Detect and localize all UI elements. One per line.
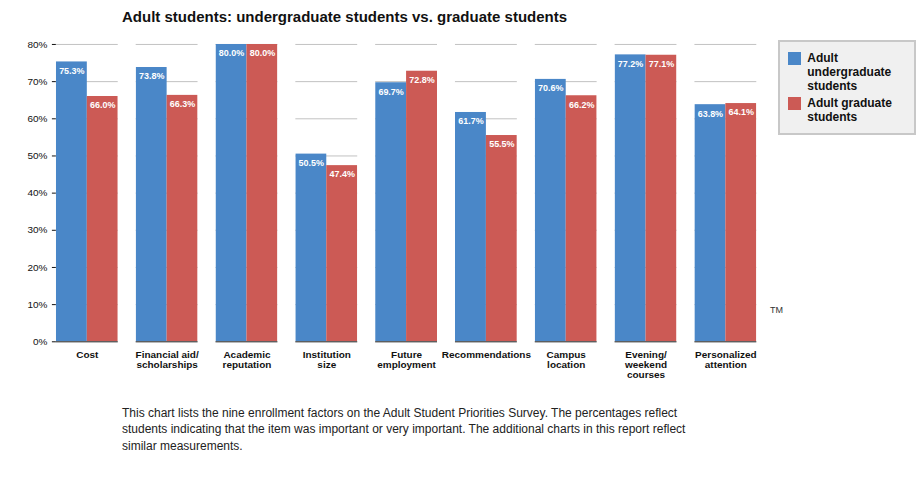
svg-text:50%: 50% xyxy=(27,150,47,161)
svg-text:64.1%: 64.1% xyxy=(729,107,754,117)
svg-text:77.2%: 77.2% xyxy=(618,59,643,69)
svg-text:66.3%: 66.3% xyxy=(170,99,195,109)
html-text:TM: TM xyxy=(770,305,783,315)
html-text:Adult graduate students: Adult graduate students xyxy=(807,96,892,124)
svg-text:61.7%: 61.7% xyxy=(458,116,483,126)
svg-text:Evening/weekendcourses: Evening/weekendcourses xyxy=(624,349,667,380)
svg-text:50.5%: 50.5% xyxy=(299,158,324,168)
svg-text:72.8%: 72.8% xyxy=(409,75,434,85)
svg-text:75.3%: 75.3% xyxy=(59,66,84,76)
svg-text:66.2%: 66.2% xyxy=(569,100,594,110)
svg-text:10%: 10% xyxy=(27,299,47,310)
svg-text:Personalizedattention: Personalizedattention xyxy=(695,349,757,370)
svg-text:0%: 0% xyxy=(33,336,48,347)
svg-text:73.8%: 73.8% xyxy=(139,71,164,81)
svg-text:40%: 40% xyxy=(27,187,47,198)
svg-text:77.1%: 77.1% xyxy=(649,59,674,69)
svg-text:Cost: Cost xyxy=(76,349,99,360)
svg-text:60%: 60% xyxy=(27,113,47,124)
svg-text:80.0%: 80.0% xyxy=(250,48,275,58)
svg-text:Institutionsize: Institutionsize xyxy=(303,349,351,370)
svg-text:63.8%: 63.8% xyxy=(698,109,723,119)
svg-text:80%: 80% xyxy=(27,39,47,50)
svg-text:30%: 30% xyxy=(27,224,47,235)
svg-text:20%: 20% xyxy=(27,262,47,273)
html-text:This chart lists the nine enro: This chart lists the nine enrollment fac… xyxy=(122,406,686,453)
svg-text:55.5%: 55.5% xyxy=(489,139,514,149)
svg-text:70.6%: 70.6% xyxy=(538,83,563,93)
html-text:Adult undergraduate students: Adult undergraduate students xyxy=(807,51,892,93)
svg-text:Futureemployment: Futureemployment xyxy=(377,349,436,370)
svg-text:Campuslocation: Campuslocation xyxy=(547,349,587,370)
svg-text:Academicreputation: Academicreputation xyxy=(223,349,272,370)
svg-text:69.7%: 69.7% xyxy=(378,87,403,97)
svg-text:47.4%: 47.4% xyxy=(330,169,355,179)
svg-text:80.0%: 80.0% xyxy=(219,48,244,58)
svg-text:Financial aid/scholarships: Financial aid/scholarships xyxy=(136,349,199,370)
svg-text:Recommendations: Recommendations xyxy=(442,349,532,360)
html-text:Adult students: undergraduate: Adult students: undergraduate students v… xyxy=(122,8,568,25)
svg-text:66.0%: 66.0% xyxy=(90,100,115,110)
svg-text:70%: 70% xyxy=(27,76,47,87)
